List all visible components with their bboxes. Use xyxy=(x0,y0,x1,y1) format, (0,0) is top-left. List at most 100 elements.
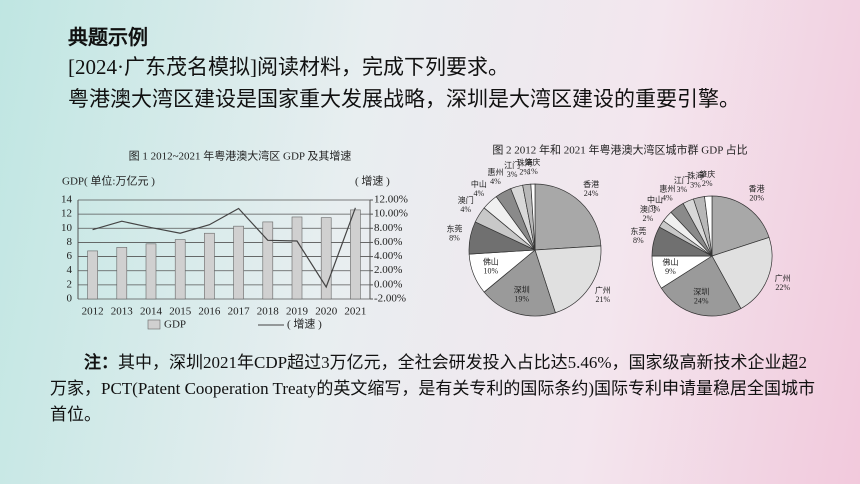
y-tick-label: 12 xyxy=(61,208,72,220)
y2-tick-label: 2.00% xyxy=(374,264,402,276)
bar xyxy=(145,243,157,300)
legend-label: ( 增速 ) xyxy=(287,317,322,331)
slice-label: 深圳 xyxy=(514,284,530,294)
title: 典题示例 xyxy=(68,25,148,49)
bar xyxy=(291,216,303,300)
slice-value: 19% xyxy=(514,294,529,303)
bar xyxy=(320,217,332,300)
slice-value: 4% xyxy=(490,177,501,186)
x-tick-label: 2012 xyxy=(82,306,104,318)
y2-tick-label: 6.00% xyxy=(374,236,402,248)
bar xyxy=(116,247,128,300)
note-label: 注： xyxy=(84,353,118,372)
slice-value: 10% xyxy=(483,266,498,275)
slice-value: 3% xyxy=(507,170,518,179)
slice-value: 2% xyxy=(642,214,653,223)
slice-value: 4% xyxy=(474,189,485,198)
slice-label: 江门 xyxy=(504,160,520,170)
pie-slice xyxy=(711,237,773,310)
note-text: 其中，深圳2021年CDP超过3万亿元，全社会研发投入占比达5.46%，国家级高… xyxy=(50,353,815,424)
y-axis-label: GDP( 单位:万亿元 ) xyxy=(62,174,155,188)
slice-label: 佛山 xyxy=(483,256,499,266)
intro: 粤港澳大湾区建设是国家重大发展战略，深圳是大湾区建设的重要引擎。 xyxy=(68,87,740,111)
slice-label: 肇庆 xyxy=(524,157,540,167)
bar xyxy=(350,209,361,300)
slice-value: 9% xyxy=(665,267,676,276)
slice-value: 4% xyxy=(662,193,673,202)
slice-label: 澳门 xyxy=(640,204,656,214)
slice-value: 24% xyxy=(694,297,709,306)
pie-slice xyxy=(711,195,770,257)
slice-value: 3% xyxy=(650,205,661,214)
pie-slice xyxy=(704,195,713,257)
pie-slice xyxy=(530,183,536,251)
slice-label: 东莞 xyxy=(446,223,462,233)
slice-label: 肇庆 xyxy=(699,169,715,179)
slice-label: 珠海 xyxy=(517,157,533,167)
slice-value: 8% xyxy=(449,233,460,242)
legend-label: GDP xyxy=(164,319,186,331)
chart-title: 图 1 2012~2021 年粤港澳大湾区 GDP 及其增速 xyxy=(129,149,352,163)
pie-slice xyxy=(534,245,602,314)
y-tick-label: 2 xyxy=(67,278,73,290)
x-tick-label: 2021 xyxy=(344,306,366,318)
slice-value: 4% xyxy=(460,205,471,214)
x-tick-label: 2016 xyxy=(198,306,221,318)
slice-label: 澳门 xyxy=(458,195,474,205)
slice-label: 广州 xyxy=(775,273,791,283)
slice-value: 22% xyxy=(775,283,790,292)
slice-label: 江门 xyxy=(674,175,690,185)
slice-label: 深圳 xyxy=(693,287,709,297)
bar xyxy=(262,221,274,300)
y-tick-label: 10 xyxy=(61,222,73,234)
y2-axis-label: ( 增速 ) xyxy=(355,174,390,188)
y-tick-label: 8 xyxy=(67,236,73,248)
y-tick-label: 6 xyxy=(67,250,73,262)
slice-label: 广州 xyxy=(595,285,611,295)
slice-value: 8% xyxy=(633,236,644,245)
slice-value: 20% xyxy=(749,193,764,202)
slice-value: 3% xyxy=(676,185,687,194)
note: 注：其中，深圳2021年CDP超过3万亿元，全社会研发投入占比达5.46%，国家… xyxy=(50,350,820,428)
bar xyxy=(204,232,215,300)
x-tick-label: 2020 xyxy=(315,306,338,318)
slice-value: 3% xyxy=(690,181,701,190)
x-tick-label: 2013 xyxy=(111,306,134,318)
source: [2024·广东茂名模拟]阅读材料，完成下列要求。 xyxy=(68,55,509,79)
x-tick-label: 2018 xyxy=(257,306,280,318)
x-tick-label: 2014 xyxy=(140,306,163,318)
legend-swatch xyxy=(147,319,161,330)
y2-tick-label: -2.00% xyxy=(374,293,406,305)
y-tick-label: 0 xyxy=(67,293,73,305)
slice-value: 2% xyxy=(702,179,713,188)
slice-label: 中山 xyxy=(471,179,487,189)
slice-value: 24% xyxy=(584,189,599,198)
y2-tick-label: 4.00% xyxy=(374,250,402,262)
slice-label: 惠州 xyxy=(487,167,503,177)
slice-label: 东莞 xyxy=(630,226,646,236)
y2-tick-label: 0.00% xyxy=(374,278,402,290)
y2-tick-label: 12.00% xyxy=(374,194,408,206)
x-tick-label: 2019 xyxy=(286,306,309,318)
slice-label: 香港 xyxy=(583,179,599,189)
pie-slice xyxy=(483,249,556,317)
slice-label: 佛山 xyxy=(663,257,679,267)
chart-title: 图 2 2012 年和 2021 年粤港澳大湾区城市群 GDP 占比 xyxy=(492,143,747,157)
slice-value: 2% xyxy=(519,167,530,176)
slice-label: 香港 xyxy=(749,183,765,193)
bar xyxy=(87,250,98,300)
bar xyxy=(174,239,186,300)
pie-slice xyxy=(534,183,602,251)
slice-label: 中山 xyxy=(647,195,663,205)
y-tick-label: 4 xyxy=(67,264,73,276)
y2-tick-label: 8.00% xyxy=(374,222,402,234)
y-tick-label: 14 xyxy=(61,194,73,206)
slice-value: 1% xyxy=(527,167,538,176)
pie-slice xyxy=(660,255,742,317)
x-tick-label: 2015 xyxy=(169,306,192,318)
slice-label: 珠海 xyxy=(687,171,703,181)
x-tick-label: 2017 xyxy=(228,306,251,318)
line-series xyxy=(92,207,356,289)
